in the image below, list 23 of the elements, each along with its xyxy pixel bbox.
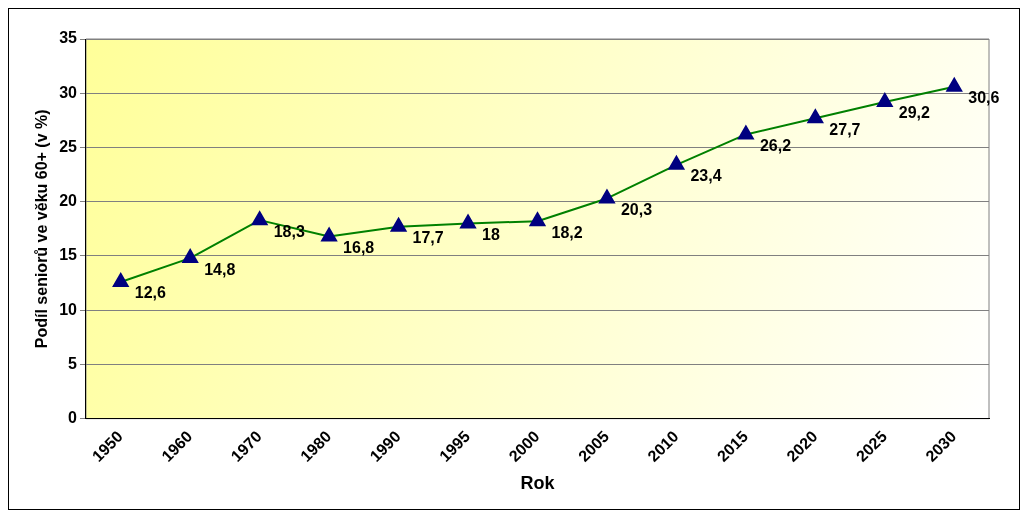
x-axis-title: Rok xyxy=(520,473,556,494)
data-label: 20,3 xyxy=(620,200,653,218)
y-tick-label: 10 xyxy=(59,300,78,318)
data-label: 26,2 xyxy=(759,136,792,154)
y-tick-label: 0 xyxy=(68,409,78,427)
y-tick-label: 20 xyxy=(59,192,78,210)
y-tick-label: 15 xyxy=(59,246,78,264)
data-label: 18,2 xyxy=(551,223,583,241)
data-label: 12,6 xyxy=(134,284,166,302)
data-label: 29,2 xyxy=(898,104,931,122)
y-tick-label: 35 xyxy=(59,29,78,47)
data-label: 14,8 xyxy=(204,260,236,278)
y-axis-title: Podíl seniorů ve věku 60+ (v %) xyxy=(33,109,51,349)
y-tick-label: 5 xyxy=(68,354,78,372)
data-label: 23,4 xyxy=(690,167,722,185)
y-tick-label: 25 xyxy=(59,137,78,155)
data-label: 30,6 xyxy=(968,89,1000,107)
data-label: 16,8 xyxy=(343,238,375,256)
y-tick-label: 30 xyxy=(59,83,78,101)
data-label: 17,7 xyxy=(412,229,444,247)
data-label: 18 xyxy=(482,225,500,243)
data-label: 18,3 xyxy=(273,222,305,240)
data-label: 27,7 xyxy=(829,120,861,138)
